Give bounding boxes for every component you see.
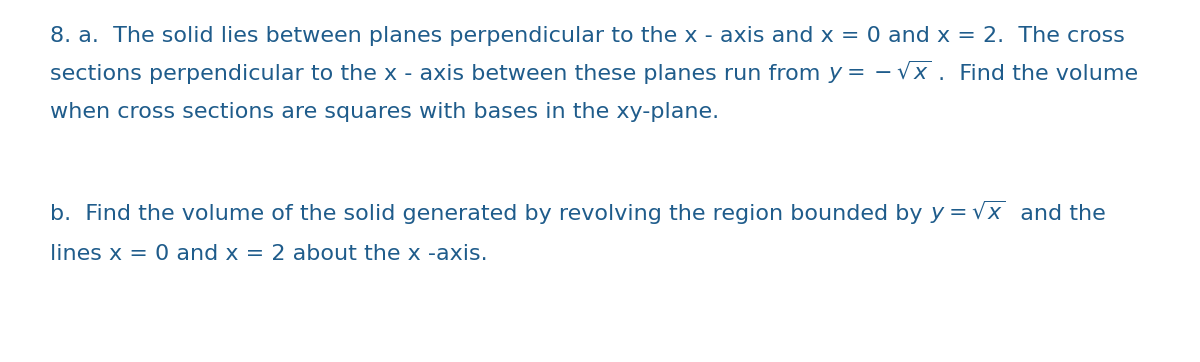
Text: lines x = 0 and x = 2 about the x -axis.: lines x = 0 and x = 2 about the x -axis. [50,244,487,264]
Text: $y = \sqrt{x}$: $y = \sqrt{x}$ [930,199,1006,226]
Text: sections perpendicular to the x - axis between these planes run from: sections perpendicular to the x - axis b… [50,64,828,84]
Text: and the: and the [1006,204,1105,224]
Text: $y = -\sqrt{x}$: $y = -\sqrt{x}$ [828,59,931,86]
Text: .  Find the volume: . Find the volume [931,64,1138,84]
Text: b.  Find the volume of the solid generated by revolving the region bounded by: b. Find the volume of the solid generate… [50,204,930,224]
Text: when cross sections are squares with bases in the xy-plane.: when cross sections are squares with bas… [50,102,719,122]
Text: 8. a.  The solid lies between planes perpendicular to the x - axis and x = 0 and: 8. a. The solid lies between planes perp… [50,26,1124,46]
